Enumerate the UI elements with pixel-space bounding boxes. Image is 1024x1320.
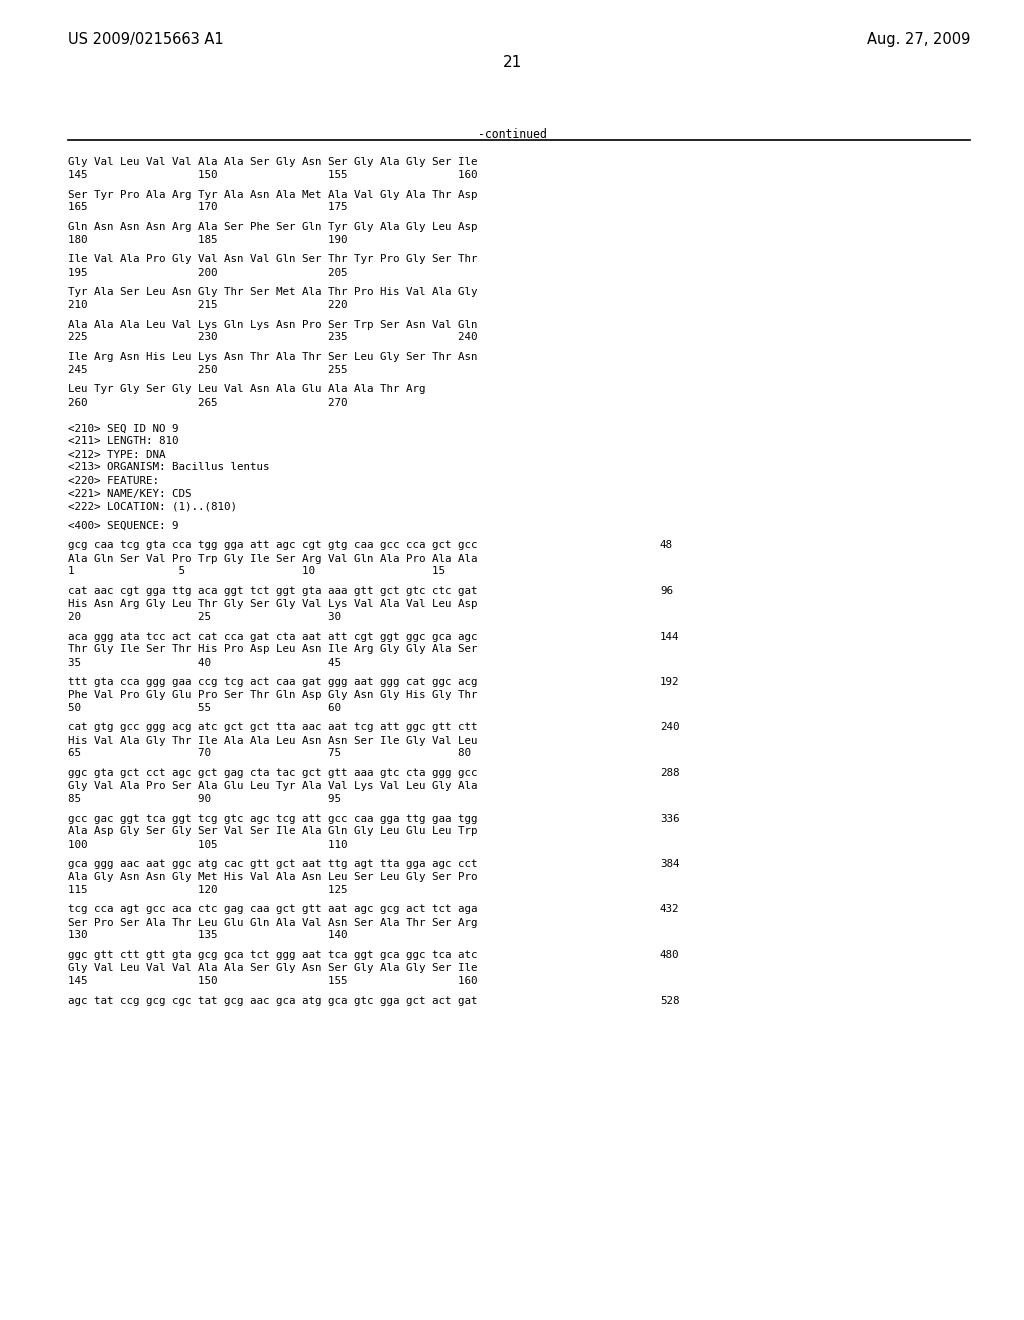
Text: 384: 384 bbox=[660, 859, 680, 869]
Text: 240: 240 bbox=[660, 722, 680, 733]
Text: gcg caa tcg gta cca tgg gga att agc cgt gtg caa gcc cca gct gcc: gcg caa tcg gta cca tgg gga att agc cgt … bbox=[68, 540, 477, 550]
Text: 288: 288 bbox=[660, 768, 680, 777]
Text: 210                 215                 220: 210 215 220 bbox=[68, 300, 347, 310]
Text: His Val Ala Gly Thr Ile Ala Ala Leu Asn Asn Ser Ile Gly Val Leu: His Val Ala Gly Thr Ile Ala Ala Leu Asn … bbox=[68, 735, 477, 746]
Text: Gly Val Leu Val Val Ala Ala Ser Gly Asn Ser Gly Ala Gly Ser Ile: Gly Val Leu Val Val Ala Ala Ser Gly Asn … bbox=[68, 157, 477, 168]
Text: 145                 150                 155                 160: 145 150 155 160 bbox=[68, 975, 477, 986]
Text: Tyr Ala Ser Leu Asn Gly Thr Ser Met Ala Thr Pro His Val Ala Gly: Tyr Ala Ser Leu Asn Gly Thr Ser Met Ala … bbox=[68, 286, 477, 297]
Text: <222> LOCATION: (1)..(810): <222> LOCATION: (1)..(810) bbox=[68, 502, 237, 511]
Text: 144: 144 bbox=[660, 631, 680, 642]
Text: Gly Val Leu Val Val Ala Ala Ser Gly Asn Ser Gly Ala Gly Ser Ile: Gly Val Leu Val Val Ala Ala Ser Gly Asn … bbox=[68, 964, 477, 973]
Text: Ser Tyr Pro Ala Arg Tyr Ala Asn Ala Met Ala Val Gly Ala Thr Asp: Ser Tyr Pro Ala Arg Tyr Ala Asn Ala Met … bbox=[68, 190, 477, 199]
Text: Ser Pro Ser Ala Thr Leu Glu Gln Ala Val Asn Ser Ala Thr Ser Arg: Ser Pro Ser Ala Thr Leu Glu Gln Ala Val … bbox=[68, 917, 477, 928]
Text: 50                  55                  60: 50 55 60 bbox=[68, 704, 341, 713]
Text: Ala Gly Asn Asn Gly Met His Val Ala Asn Leu Ser Leu Gly Ser Pro: Ala Gly Asn Asn Gly Met His Val Ala Asn … bbox=[68, 873, 477, 882]
Text: 336: 336 bbox=[660, 813, 680, 824]
Text: Ile Arg Asn His Leu Lys Asn Thr Ala Thr Ser Leu Gly Ser Thr Asn: Ile Arg Asn His Leu Lys Asn Thr Ala Thr … bbox=[68, 352, 477, 362]
Text: Phe Val Pro Gly Glu Pro Ser Thr Gln Asp Gly Asn Gly His Gly Thr: Phe Val Pro Gly Glu Pro Ser Thr Gln Asp … bbox=[68, 690, 477, 700]
Text: 480: 480 bbox=[660, 950, 680, 960]
Text: 96: 96 bbox=[660, 586, 673, 597]
Text: <210> SEQ ID NO 9: <210> SEQ ID NO 9 bbox=[68, 424, 178, 433]
Text: 65                  70                  75                  80: 65 70 75 80 bbox=[68, 748, 471, 759]
Text: Ala Gln Ser Val Pro Trp Gly Ile Ser Arg Val Gln Ala Pro Ala Ala: Ala Gln Ser Val Pro Trp Gly Ile Ser Arg … bbox=[68, 553, 477, 564]
Text: 20                  25                  30: 20 25 30 bbox=[68, 612, 341, 622]
Text: -continued: -continued bbox=[477, 128, 547, 141]
Text: 100                 105                 110: 100 105 110 bbox=[68, 840, 347, 850]
Text: Gln Asn Asn Asn Arg Ala Ser Phe Ser Gln Tyr Gly Ala Gly Leu Asp: Gln Asn Asn Asn Arg Ala Ser Phe Ser Gln … bbox=[68, 222, 477, 232]
Text: cat aac cgt gga ttg aca ggt tct ggt gta aaa gtt gct gtc ctc gat: cat aac cgt gga ttg aca ggt tct ggt gta … bbox=[68, 586, 477, 597]
Text: 245                 250                 255: 245 250 255 bbox=[68, 366, 347, 375]
Text: 165                 170                 175: 165 170 175 bbox=[68, 202, 347, 213]
Text: ttt gta cca ggg gaa ccg tcg act caa gat ggg aat ggg cat ggc acg: ttt gta cca ggg gaa ccg tcg act caa gat … bbox=[68, 677, 477, 686]
Text: Ala Ala Ala Leu Val Lys Gln Lys Asn Pro Ser Trp Ser Asn Val Gln: Ala Ala Ala Leu Val Lys Gln Lys Asn Pro … bbox=[68, 319, 477, 330]
Text: gca ggg aac aat ggc atg cac gtt gct aat ttg agt tta gga agc cct: gca ggg aac aat ggc atg cac gtt gct aat … bbox=[68, 859, 477, 869]
Text: 192: 192 bbox=[660, 677, 680, 686]
Text: 260                 265                 270: 260 265 270 bbox=[68, 397, 347, 408]
Text: 180                 185                 190: 180 185 190 bbox=[68, 235, 347, 246]
Text: <400> SEQUENCE: 9: <400> SEQUENCE: 9 bbox=[68, 521, 178, 531]
Text: cat gtg gcc ggg acg atc gct gct tta aac aat tcg att ggc gtt ctt: cat gtg gcc ggg acg atc gct gct tta aac … bbox=[68, 722, 477, 733]
Text: <211> LENGTH: 810: <211> LENGTH: 810 bbox=[68, 437, 178, 446]
Text: <212> TYPE: DNA: <212> TYPE: DNA bbox=[68, 450, 166, 459]
Text: 1                5                  10                  15: 1 5 10 15 bbox=[68, 566, 445, 577]
Text: aca ggg ata tcc act cat cca gat cta aat att cgt ggt ggc gca agc: aca ggg ata tcc act cat cca gat cta aat … bbox=[68, 631, 477, 642]
Text: Leu Tyr Gly Ser Gly Leu Val Asn Ala Glu Ala Ala Thr Arg: Leu Tyr Gly Ser Gly Leu Val Asn Ala Glu … bbox=[68, 384, 426, 395]
Text: Gly Val Ala Pro Ser Ala Glu Leu Tyr Ala Val Lys Val Leu Gly Ala: Gly Val Ala Pro Ser Ala Glu Leu Tyr Ala … bbox=[68, 781, 477, 791]
Text: 432: 432 bbox=[660, 904, 680, 915]
Text: 130                 135                 140: 130 135 140 bbox=[68, 931, 347, 940]
Text: ggc gta gct cct agc gct gag cta tac gct gtt aaa gtc cta ggg gcc: ggc gta gct cct agc gct gag cta tac gct … bbox=[68, 768, 477, 777]
Text: His Asn Arg Gly Leu Thr Gly Ser Gly Val Lys Val Ala Val Leu Asp: His Asn Arg Gly Leu Thr Gly Ser Gly Val … bbox=[68, 599, 477, 609]
Text: ggc gtt ctt gtt gta gcg gca tct ggg aat tca ggt gca ggc tca atc: ggc gtt ctt gtt gta gcg gca tct ggg aat … bbox=[68, 950, 477, 960]
Text: US 2009/0215663 A1: US 2009/0215663 A1 bbox=[68, 32, 223, 48]
Text: 48: 48 bbox=[660, 540, 673, 550]
Text: Thr Gly Ile Ser Thr His Pro Asp Leu Asn Ile Arg Gly Gly Ala Ser: Thr Gly Ile Ser Thr His Pro Asp Leu Asn … bbox=[68, 644, 477, 655]
Text: <220> FEATURE:: <220> FEATURE: bbox=[68, 475, 159, 486]
Text: gcc gac ggt tca ggt tcg gtc agc tcg att gcc caa gga ttg gaa tgg: gcc gac ggt tca ggt tcg gtc agc tcg att … bbox=[68, 813, 477, 824]
Text: 528: 528 bbox=[660, 995, 680, 1006]
Text: Ala Asp Gly Ser Gly Ser Val Ser Ile Ala Gln Gly Leu Glu Leu Trp: Ala Asp Gly Ser Gly Ser Val Ser Ile Ala … bbox=[68, 826, 477, 837]
Text: 21: 21 bbox=[503, 55, 521, 70]
Text: 195                 200                 205: 195 200 205 bbox=[68, 268, 347, 277]
Text: 225                 230                 235                 240: 225 230 235 240 bbox=[68, 333, 477, 342]
Text: 85                  90                  95: 85 90 95 bbox=[68, 795, 341, 804]
Text: 145                 150                 155                 160: 145 150 155 160 bbox=[68, 170, 477, 180]
Text: <221> NAME/KEY: CDS: <221> NAME/KEY: CDS bbox=[68, 488, 191, 499]
Text: 35                  40                  45: 35 40 45 bbox=[68, 657, 341, 668]
Text: <213> ORGANISM: Bacillus lentus: <213> ORGANISM: Bacillus lentus bbox=[68, 462, 269, 473]
Text: tcg cca agt gcc aca ctc gag caa gct gtt aat agc gcg act tct aga: tcg cca agt gcc aca ctc gag caa gct gtt … bbox=[68, 904, 477, 915]
Text: Aug. 27, 2009: Aug. 27, 2009 bbox=[866, 32, 970, 48]
Text: Ile Val Ala Pro Gly Val Asn Val Gln Ser Thr Tyr Pro Gly Ser Thr: Ile Val Ala Pro Gly Val Asn Val Gln Ser … bbox=[68, 255, 477, 264]
Text: agc tat ccg gcg cgc tat gcg aac gca atg gca gtc gga gct act gat: agc tat ccg gcg cgc tat gcg aac gca atg … bbox=[68, 995, 477, 1006]
Text: 115                 120                 125: 115 120 125 bbox=[68, 884, 347, 895]
